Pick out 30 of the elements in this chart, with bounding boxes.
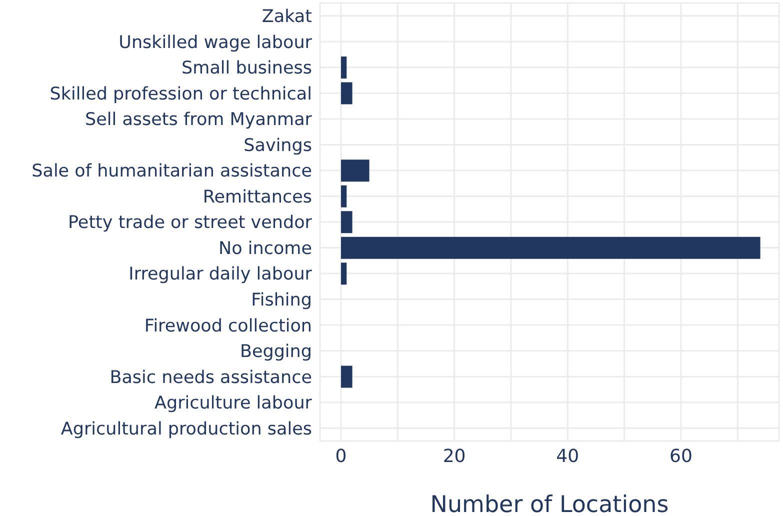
bar bbox=[340, 160, 370, 182]
bar bbox=[340, 82, 352, 104]
bar bbox=[340, 366, 352, 388]
x-tick-label: 0 bbox=[335, 446, 347, 467]
y-tick-label: Begging bbox=[240, 342, 312, 362]
x-axis-title: Number of Locations bbox=[430, 492, 669, 516]
bar bbox=[340, 236, 760, 259]
y-tick-label: No income bbox=[218, 238, 312, 259]
y-tick-label: Irregular daily labour bbox=[128, 264, 313, 285]
y-tick-label: Small business bbox=[182, 58, 312, 79]
y-tick-label: Remittances bbox=[202, 187, 312, 208]
y-tick-label: Sale of humanitarian assistance bbox=[32, 162, 312, 182]
bar bbox=[340, 262, 347, 285]
x-tick-label: 40 bbox=[556, 446, 580, 467]
y-tick-label: Fishing bbox=[251, 290, 312, 311]
y-tick-label: Firewood collection bbox=[144, 316, 312, 336]
x-tick-label: 20 bbox=[442, 446, 466, 467]
y-tick-label: Sell assets from Myanmar bbox=[85, 110, 313, 130]
y-tick-label: Zakat bbox=[262, 7, 312, 28]
bar bbox=[340, 211, 352, 234]
y-tick-label: Agriculture labour bbox=[154, 394, 313, 414]
y-tick-label: Unskilled wage labour bbox=[118, 32, 313, 53]
y-tick-label: Agricultural production sales bbox=[60, 419, 312, 440]
y-tick-label: Savings bbox=[244, 136, 312, 156]
x-tick-label: 60 bbox=[670, 446, 692, 467]
y-tick-label: Basic needs assistance bbox=[110, 368, 312, 388]
bar bbox=[340, 185, 347, 208]
y-tick-label: Petty trade or street vendor bbox=[68, 213, 313, 234]
bar bbox=[340, 56, 347, 79]
y-tick-label: Skilled profession or technical bbox=[50, 84, 312, 104]
